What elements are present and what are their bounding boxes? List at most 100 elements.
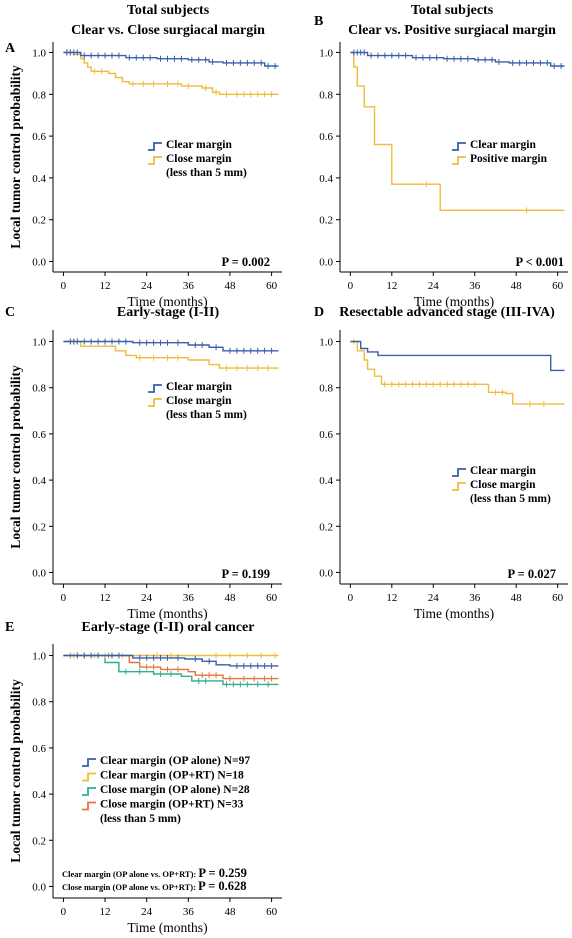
pvalue-d: P = 0.027	[508, 567, 556, 581]
km-curve	[63, 654, 279, 686]
legend-label: Clear margin	[470, 139, 537, 151]
pvalue-note-label: Clear margin (OP alone vs. OP+RT):	[62, 869, 198, 879]
y-tick-label: 0.8	[32, 383, 46, 395]
x-tick-label: 36	[183, 592, 195, 604]
pvalue-note: Clear margin (OP alone vs. OP+RT): P = 0…	[62, 866, 247, 880]
panel-letter-e: E	[5, 620, 14, 635]
legend-label: Close margin (OP alone) N=28	[100, 784, 250, 796]
y-tick-label: 1.0	[32, 337, 46, 349]
legend-swatch	[148, 142, 162, 151]
y-tick-label: 0.0	[319, 567, 333, 579]
y-tick-label: 1.0	[32, 47, 46, 59]
x-tick-label: 24	[428, 592, 440, 604]
x-tick-label: 12	[386, 592, 397, 604]
legend-swatch	[148, 156, 162, 165]
legend-label: Clear margin (OP+RT) N=18	[100, 770, 244, 782]
y-tick-label: 0.8	[319, 89, 333, 101]
x-tick-label: 48	[224, 906, 236, 918]
y-tick-label: 0.6	[319, 131, 333, 143]
chart-title-d: Resectable advanced stage (III-IVA)	[339, 305, 555, 320]
legend-swatch	[148, 398, 162, 407]
x-tick-label: 0	[348, 592, 354, 604]
legend-swatch	[452, 482, 466, 491]
x-tick-label: 12	[100, 592, 111, 604]
legend-label: Close margin	[166, 395, 232, 407]
x-tick-label: 24	[141, 280, 153, 292]
legend-label: Close margin (OP+RT) N=33	[100, 799, 244, 811]
panel-c: C Early-stage (I-II) 0.0 0.2 0.4 0.6 0.8 1.0 0 12…	[5, 305, 282, 621]
y-tick-label: 0.8	[319, 383, 333, 395]
panel-a: A Total subjects Clear vs. Close surgiacal…	[5, 3, 282, 309]
km-curve	[350, 51, 565, 211]
km-curve	[63, 654, 279, 680]
x-tick-label: 60	[266, 906, 278, 918]
x-tick-label: 12	[386, 280, 397, 292]
legend-note: (less than 5 mm)	[470, 493, 551, 505]
x-tick-label: 12	[100, 906, 111, 918]
y-tick-label: 0.4	[32, 789, 46, 801]
y-axis-label-e: Local tumor control probability	[8, 679, 23, 863]
y-axis-label-a: Local tumor control probability	[8, 65, 23, 249]
x-tick-label: 48	[511, 280, 523, 292]
x-tick-label: 24	[428, 280, 440, 292]
y-tick-label: 1.0	[319, 337, 333, 349]
legend-swatch	[82, 801, 96, 811]
x-axis-label-c: Time (months)	[127, 606, 207, 621]
y-tick-label: 0.6	[32, 429, 46, 441]
chart-title-a: Total subjects	[127, 3, 210, 18]
legend-swatch	[82, 758, 96, 767]
panel-letter-c: C	[5, 305, 15, 320]
x-tick-label: 48	[224, 280, 236, 292]
km-curve	[63, 51, 279, 67]
km-curve	[63, 51, 279, 95]
x-tick-label: 36	[469, 280, 481, 292]
pvalue-value: P = 0.628	[198, 879, 246, 893]
legend-note: (less than 5 mm)	[166, 409, 247, 421]
chart-subtitle-a: Clear vs. Close surgiacal margin	[71, 23, 265, 38]
km-curve	[350, 51, 565, 67]
legend-swatch	[148, 384, 162, 393]
x-tick-label: 0	[61, 280, 67, 292]
x-tick-label: 60	[552, 280, 564, 292]
km-curve	[350, 340, 565, 405]
pvalue-c: P = 0.199	[222, 567, 270, 581]
y-tick-label: 0.0	[32, 257, 46, 269]
x-tick-label: 12	[100, 280, 111, 292]
y-tick-label: 1.0	[32, 651, 46, 663]
y-tick-label: 0.4	[32, 173, 46, 185]
x-tick-label: 60	[552, 592, 564, 604]
chart-subtitle-b: Clear vs. Positive surgiacal margin	[348, 23, 556, 38]
x-axis-label-e: Time (months)	[127, 920, 207, 935]
y-tick-label: 0.2	[32, 521, 46, 533]
y-tick-label: 0.2	[319, 215, 333, 227]
legend-label: Clear margin	[166, 381, 233, 393]
x-tick-label: 60	[266, 592, 278, 604]
legend-label: Positive margin	[470, 153, 548, 165]
y-tick-label: 0.4	[32, 475, 46, 487]
x-tick-label: 48	[224, 592, 236, 604]
legend-label: Close margin	[166, 153, 232, 165]
y-tick-label: 0.6	[319, 429, 333, 441]
y-tick-label: 0.2	[32, 835, 46, 847]
y-tick-label: 0.0	[32, 567, 46, 579]
x-tick-label: 24	[141, 906, 153, 918]
x-tick-label: 0	[61, 592, 67, 604]
y-axis-label-c: Local tumor control probability	[8, 365, 23, 549]
pvalue-value: P = 0.259	[198, 866, 246, 880]
pvalue-a: P = 0.002	[222, 255, 270, 269]
x-tick-label: 0	[348, 280, 354, 292]
panel-d: D Resectable advanced stage (III-IVA) 0.0 0…	[314, 305, 568, 621]
x-tick-label: 48	[511, 592, 523, 604]
panel-letter-b: B	[314, 14, 323, 29]
y-tick-label: 0.6	[32, 131, 46, 143]
km-curve	[350, 340, 565, 372]
km-curve	[63, 340, 279, 352]
chart-title-c: Early-stage (I-II)	[117, 305, 220, 320]
x-tick-label: 36	[183, 906, 195, 918]
y-tick-label: 0.0	[319, 257, 333, 269]
panel-e: E Early-stage (I-II) oral cancer 0.0 0.2 0.4…	[5, 620, 282, 935]
x-axis-label-a: Time (months)	[127, 294, 207, 309]
panel-letter-d: D	[314, 305, 324, 320]
km-curve	[63, 340, 279, 369]
